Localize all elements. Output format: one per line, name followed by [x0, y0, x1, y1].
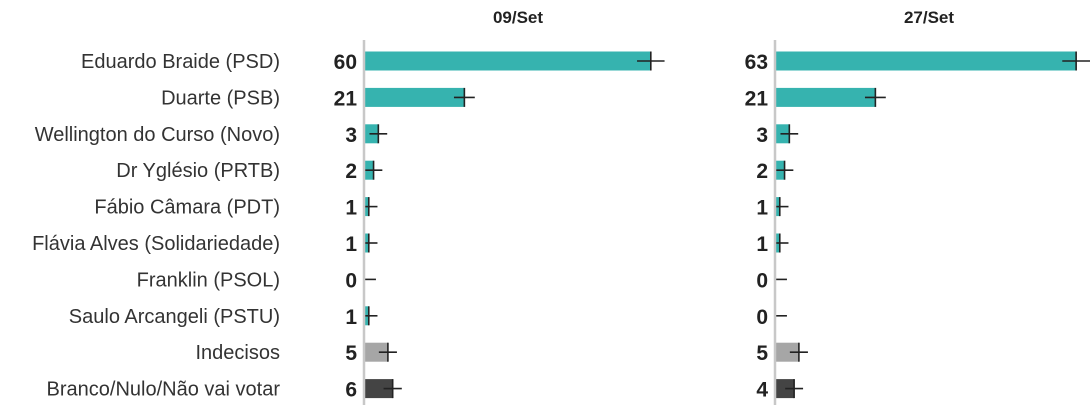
category-label: Eduardo Braide (PSD): [81, 51, 280, 73]
candidate-labels: Eduardo Braide (PSD) Duarte (PSB) Wellingt…: [32, 51, 280, 401]
value-label: 1: [756, 197, 768, 220]
value-label: 3: [756, 124, 768, 147]
bar: [364, 51, 651, 71]
bar: [364, 87, 465, 107]
category-label: Indecisos: [196, 342, 281, 364]
value-label: 21: [745, 87, 769, 110]
value-label: 4: [756, 379, 768, 402]
value-label: 0: [756, 269, 768, 292]
value-label: 63: [745, 51, 768, 74]
value-label: 0: [345, 269, 357, 292]
category-label: Branco/Nulo/Não vai votar: [47, 379, 281, 401]
bar: [775, 51, 1077, 71]
value-label: 1: [756, 233, 768, 256]
value-label: 6: [345, 379, 357, 402]
bar: [775, 379, 795, 399]
category-label: Fábio Câmara (PDT): [94, 197, 280, 219]
value-label: 1: [345, 197, 357, 220]
value-label: 2: [345, 160, 357, 183]
bar: [364, 379, 393, 399]
value-label: 1: [345, 233, 357, 256]
value-label: 60: [334, 51, 357, 74]
bar: [775, 87, 876, 107]
value-label: 2: [756, 160, 768, 183]
category-label: Saulo Arcangeli (PSTU): [69, 306, 280, 328]
panel-title: 09/Set: [493, 8, 543, 27]
bar: [775, 342, 799, 362]
category-label: Wellington do Curso (Novo): [35, 124, 280, 146]
value-label: 0: [756, 306, 768, 329]
category-label: Flávia Alves (Solidariedade): [32, 233, 280, 255]
bar: [364, 342, 388, 362]
value-label: 5: [345, 342, 357, 365]
category-label: Dr Yglésio (PRTB): [116, 160, 280, 182]
category-label: Duarte (PSB): [161, 87, 280, 109]
value-label: 1: [345, 306, 357, 329]
category-label: Franklin (PSOL): [137, 269, 280, 291]
value-label: 21: [334, 87, 358, 110]
value-label: 5: [756, 342, 768, 365]
value-label: 3: [345, 124, 357, 147]
panel-title: 27/Set: [904, 8, 954, 27]
